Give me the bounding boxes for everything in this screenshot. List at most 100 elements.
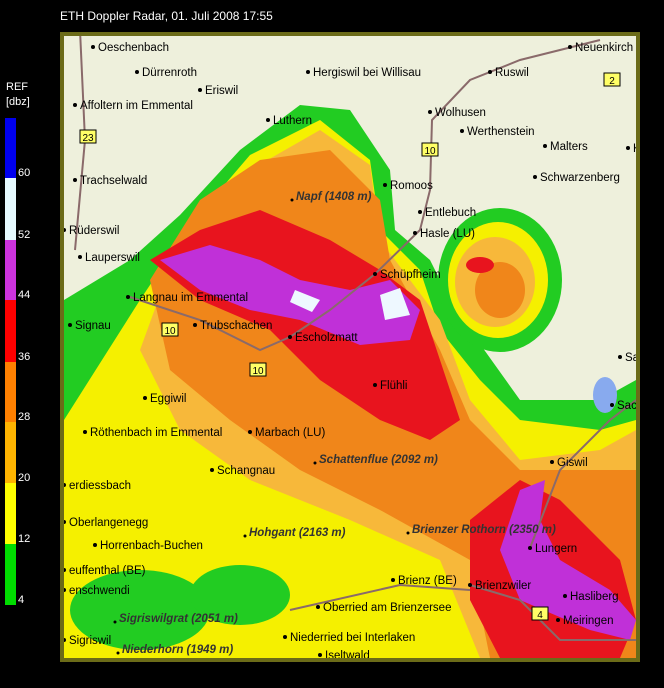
place-dot <box>198 88 202 92</box>
legend-level: 36 <box>18 351 30 363</box>
place-label: Kriens <box>633 143 664 155</box>
road-sign-label: 4 <box>537 610 543 621</box>
place-label: Iseltwald <box>325 650 370 662</box>
place-label: Romoos <box>390 180 433 192</box>
place-label: Ruswil <box>495 67 529 79</box>
peak-dot <box>406 531 410 535</box>
peak-label: Sigriswilgrat (2051 m) <box>119 613 238 625</box>
place-label: Escholzmatt <box>295 332 358 344</box>
road-sign-label: 2 <box>609 76 615 87</box>
place-label: Werthenstein <box>467 126 535 138</box>
road-sign <box>161 322 179 337</box>
colorbar <box>5 118 16 605</box>
place-dot <box>135 70 139 74</box>
place-label: Horrenbach-Buchen <box>100 540 203 552</box>
peak-label: Hohgant (2163 m) <box>249 527 346 539</box>
place-dot <box>488 70 492 74</box>
peak-label: Niederhorn (1949 m) <box>122 644 233 656</box>
place-dot <box>193 323 197 327</box>
road-sign <box>603 72 621 87</box>
place-label: enschwendi <box>69 585 130 597</box>
legend-title: REF <box>6 81 28 93</box>
place-dot <box>618 355 622 359</box>
place-dot <box>266 118 270 122</box>
legend-level: 44 <box>18 289 30 301</box>
place-dot <box>126 295 130 299</box>
place-label: Affoltern im Emmental <box>80 100 193 112</box>
place-dot <box>373 272 377 276</box>
place-dot <box>383 183 387 187</box>
peak-dot <box>243 534 247 538</box>
place-label: Lauperswil <box>85 252 140 264</box>
legend-level: 20 <box>18 472 30 484</box>
place-dot <box>418 210 422 214</box>
place-dot <box>68 323 72 327</box>
road-sign-label: 10 <box>164 326 176 337</box>
peak-label: Napf (1408 m) <box>296 191 372 203</box>
place-label: Niederried bei Interlaken <box>290 632 415 644</box>
place-label: Giswil <box>557 457 588 469</box>
place-label: Hasliberg <box>570 591 619 603</box>
place-dot <box>528 546 532 550</box>
radar-map <box>64 36 636 658</box>
place-dot <box>306 70 310 74</box>
place-label: Trachselwald <box>80 175 147 187</box>
place-dot <box>563 594 567 598</box>
place-dot <box>64 568 66 572</box>
place-dot <box>460 129 464 133</box>
place-label: Dürrenroth <box>142 67 197 79</box>
place-dot <box>556 618 560 622</box>
place-label: Brienz (BE) <box>398 575 457 587</box>
place-dot <box>318 653 322 657</box>
place-dot <box>288 335 292 339</box>
place-label: Eggiwil <box>150 393 186 405</box>
place-label: Schüpfheim <box>380 269 441 281</box>
place-label: Neuenkirch <box>575 42 633 54</box>
place-label: Lungern <box>535 543 577 555</box>
place-dot <box>283 635 287 639</box>
place-dot <box>316 605 320 609</box>
legend-unit: [dbz] <box>6 96 30 108</box>
place-dot <box>468 583 472 587</box>
place-label: Brienzwiler <box>475 580 531 592</box>
peak-label: Schattenflue (2092 m) <box>319 454 438 466</box>
place-label: Röthenbach im Emmental <box>90 427 222 439</box>
place-label: Langnau im Emmental <box>133 292 248 304</box>
place-label: Entlebuch <box>425 207 476 219</box>
place-dot <box>143 396 147 400</box>
place-dot <box>391 578 395 582</box>
place-label: Flühli <box>380 380 407 392</box>
peak-dot <box>113 620 117 624</box>
place-label: Trubschachen <box>200 320 272 332</box>
place-dot <box>93 543 97 547</box>
place-label: Rüderswil <box>69 225 120 237</box>
labels: Oeschenbach Dürrenroth Eriswil Hergiswil be… <box>64 42 664 662</box>
legend-level: 60 <box>18 167 30 179</box>
legend-level: 28 <box>18 411 30 423</box>
place-dot <box>64 638 66 642</box>
place-dot <box>64 483 66 487</box>
peak-dot <box>116 651 120 655</box>
place-dot <box>83 430 87 434</box>
legend-level: 4 <box>18 594 24 606</box>
place-dot <box>64 588 66 592</box>
road-sign-label: 10 <box>424 146 436 157</box>
road-sign <box>249 362 267 377</box>
place-label: Oberlangenegg <box>69 517 148 529</box>
place-dot <box>248 430 252 434</box>
place-dot <box>550 460 554 464</box>
place-dot <box>73 103 77 107</box>
peak-dot <box>313 461 317 465</box>
place-label: Luthern <box>273 115 312 127</box>
place-dot <box>78 255 82 259</box>
place-dot <box>610 403 614 407</box>
place-dot <box>91 45 95 49</box>
place-label: euffenthal (BE) <box>69 565 146 577</box>
place-dot <box>533 175 537 179</box>
place-dot <box>626 146 630 150</box>
road-sign <box>79 129 97 144</box>
place-label: Wolhusen <box>435 107 486 119</box>
place-dot <box>413 231 417 235</box>
place-label: Hergiswil bei Willisau <box>313 67 421 79</box>
